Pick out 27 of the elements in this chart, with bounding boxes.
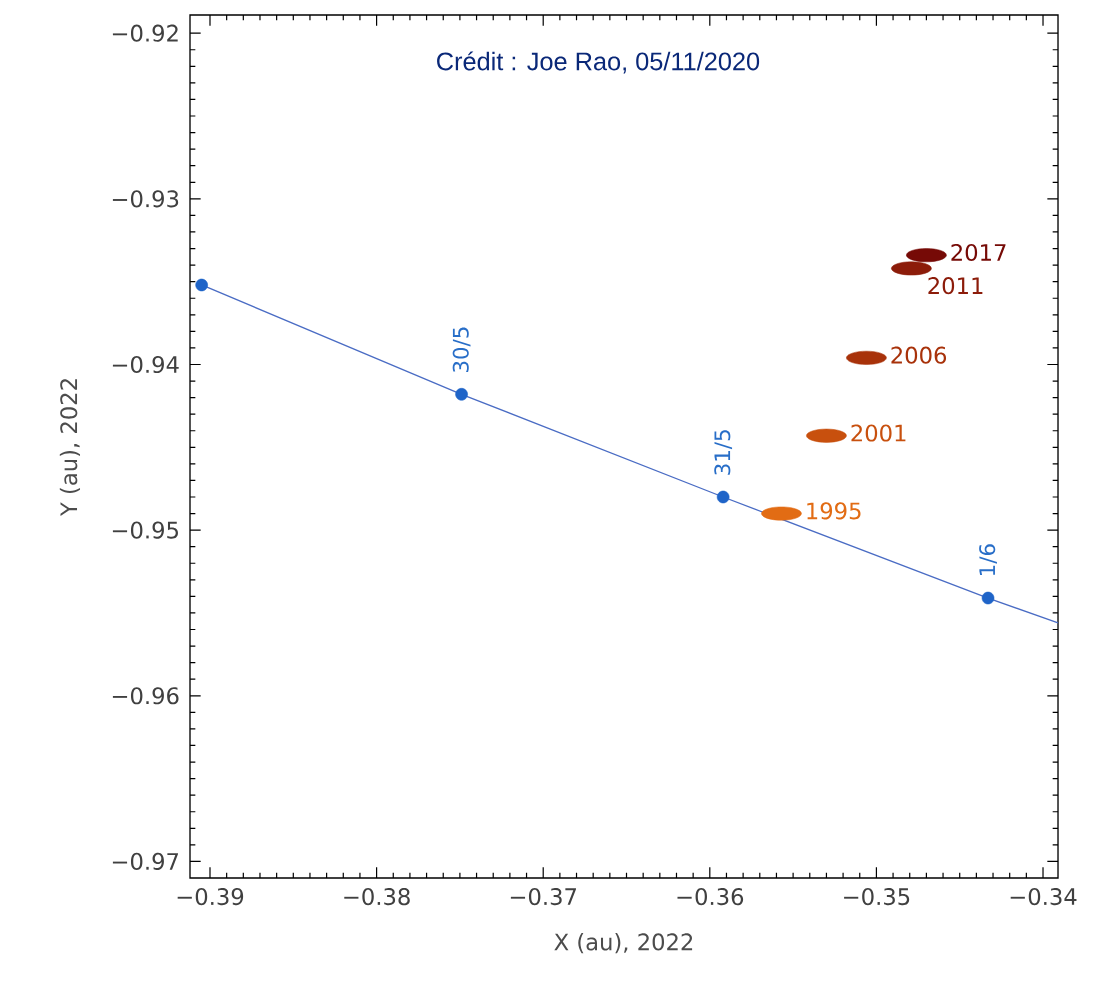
series-label: 2011 (928, 277, 983, 295)
annotation: 31/5 (714, 430, 733, 475)
y-tick-label: −0.92 (112, 24, 178, 42)
y-tick-label: −0.97 (112, 852, 179, 870)
legend-label: 1995 (807, 502, 861, 520)
annotation: 30/5 (452, 327, 471, 372)
point (455, 388, 468, 401)
legend-label: 2006 (891, 346, 947, 364)
point (981, 591, 995, 605)
x-tick-label: −0.36 (677, 888, 744, 906)
legend-label: 2001 (851, 424, 906, 442)
x-tick-label: −0.38 (344, 888, 410, 906)
x-tick-label: −0.39 (177, 888, 244, 906)
x-axis-title: X (au), 2022 (554, 932, 693, 954)
y-axis-title: Y (au), 2022 (59, 379, 81, 517)
y-tick-label: −0.94 (112, 355, 179, 374)
y-tick-label: −0.96 (112, 687, 179, 705)
x-tick-label: −0.37 (510, 888, 576, 906)
legend-label: 2017 (951, 243, 1006, 262)
point (195, 278, 208, 292)
x-tick-label: −0.34 (1010, 888, 1077, 906)
point (716, 490, 730, 504)
x-tick-label: −0.35 (844, 888, 910, 906)
annotation: Crédit : Joe Rao, 05/11/2020 (437, 51, 760, 74)
y-tick-label: −0.93 (112, 190, 179, 208)
y-tick-label: −0.95 (112, 521, 178, 539)
annotation: 1/6 (979, 544, 997, 575)
